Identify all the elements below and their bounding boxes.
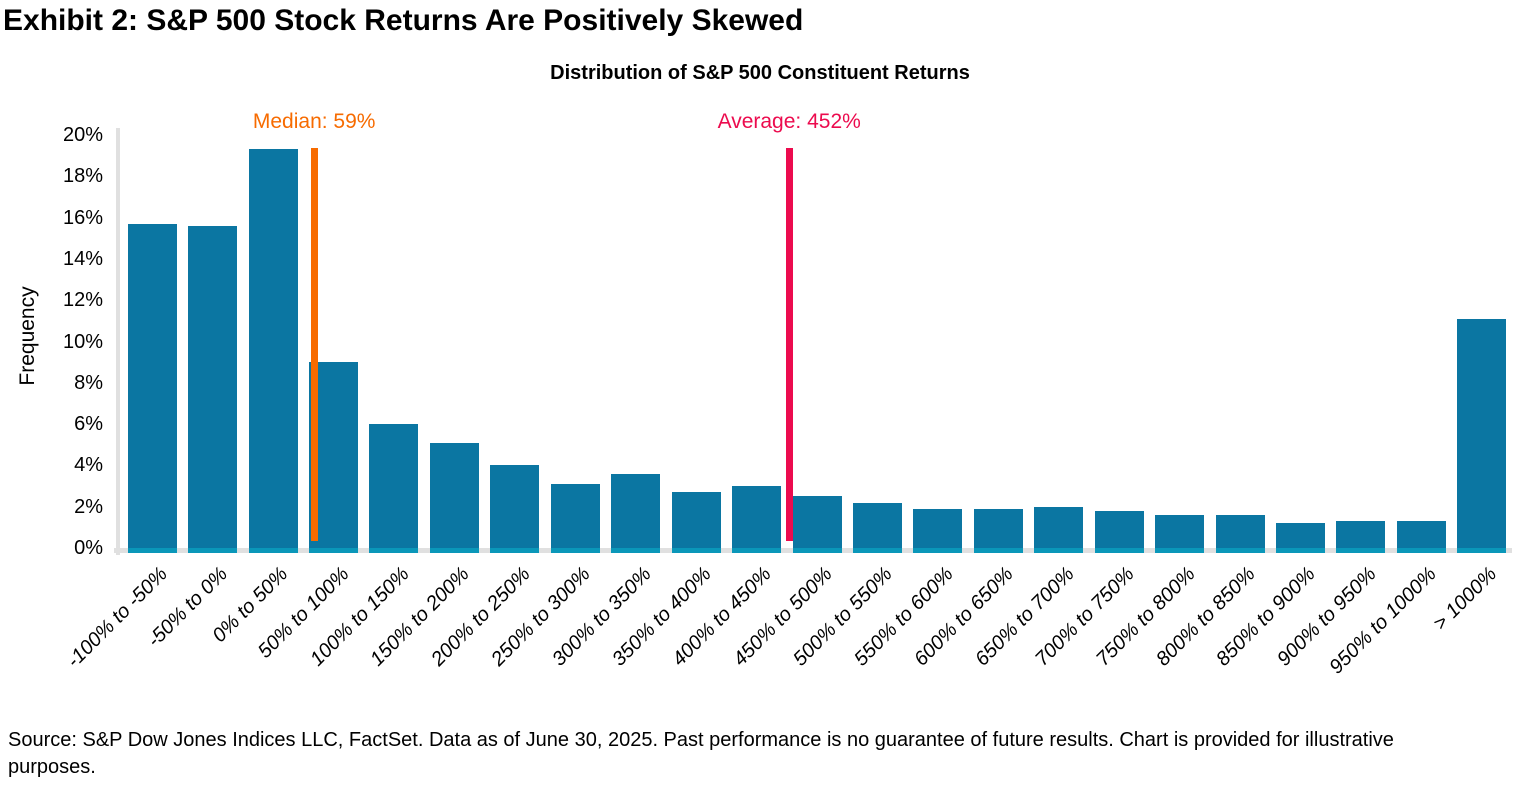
- bar-900% to 950%: [1336, 521, 1386, 553]
- bar-450% to 500%: [792, 496, 842, 553]
- bar-800% to 850%: [1215, 514, 1265, 553]
- bar-> 1000%: [1457, 318, 1507, 553]
- bar-150% to 200%: [429, 442, 479, 553]
- x-tick-label: 950% to 1000%: [1325, 563, 1441, 679]
- y-tick-label: 16%: [62, 206, 103, 229]
- bar-350% to 400%: [671, 492, 721, 553]
- bar--100% to -50%: [127, 223, 177, 553]
- y-tick-label: 2%: [74, 495, 103, 518]
- y-tick-label: 4%: [74, 454, 103, 477]
- y-tick-label: 8%: [74, 371, 103, 394]
- bar-950% to 1000%: [1396, 521, 1446, 553]
- bar-600% to 650%: [973, 508, 1023, 553]
- y-tick-label: 18%: [62, 165, 103, 188]
- bar-550% to 600%: [913, 508, 963, 553]
- chart-title: Distribution of S&P 500 Constituent Retu…: [550, 62, 970, 84]
- y-tick-label: 20%: [62, 124, 103, 146]
- bar--50% to 0%: [188, 225, 238, 553]
- x-tick-label: > 1000%: [1429, 563, 1502, 635]
- x-tick-label: -100% to -50%: [62, 563, 172, 673]
- average-line: [785, 148, 793, 541]
- bar-200% to 250%: [490, 465, 540, 553]
- source-footnote: Source: S&P Dow Jones Indices LLC, FactS…: [8, 729, 1394, 778]
- bar-300% to 350%: [611, 473, 661, 553]
- bar-400% to 450%: [732, 486, 782, 553]
- average-label: Average: 452%: [717, 110, 861, 133]
- y-axis-line: [116, 128, 120, 555]
- bar-0% to 50%: [248, 149, 298, 553]
- bar-650% to 700%: [1034, 506, 1084, 553]
- y-tick-label: 12%: [62, 289, 103, 312]
- bar-500% to 550%: [852, 502, 902, 553]
- y-tick-label: 0%: [74, 537, 103, 559]
- bar-700% to 750%: [1094, 510, 1144, 553]
- median-label: Median: 59%: [252, 110, 376, 133]
- bar-250% to 300%: [550, 483, 600, 553]
- bar-750% to 800%: [1155, 514, 1205, 553]
- y-tick-label: 14%: [62, 247, 103, 270]
- y-tick-label: 6%: [74, 413, 103, 436]
- bar-850% to 900%: [1275, 523, 1325, 553]
- exhibit-title: Exhibit 2: S&P 500 Stock Returns Are Pos…: [3, 4, 804, 37]
- median-line: [310, 148, 318, 541]
- y-tick-label: 10%: [62, 330, 103, 353]
- bar-100% to 150%: [369, 424, 419, 553]
